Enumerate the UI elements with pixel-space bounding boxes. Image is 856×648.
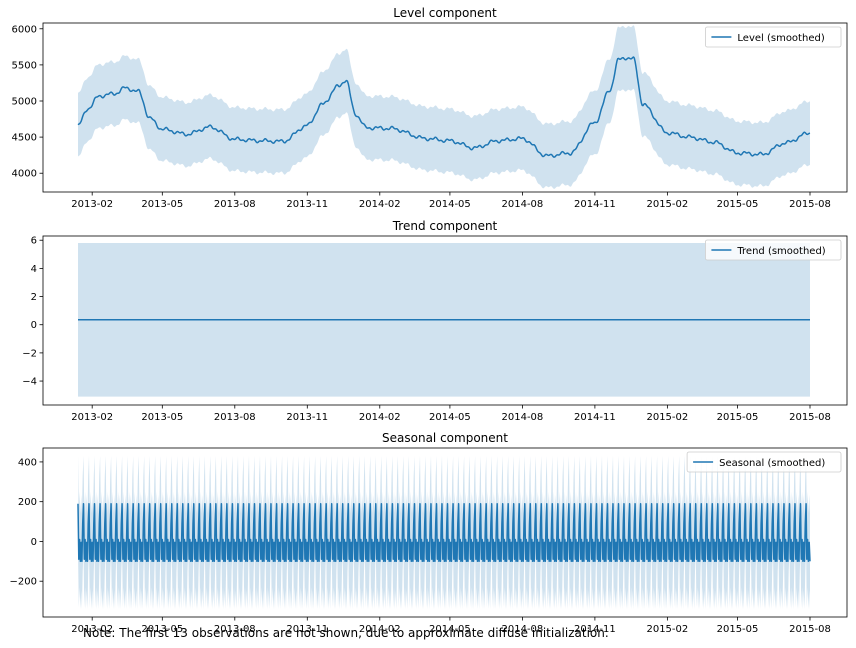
x-tick-label: 2015-02 [646, 624, 688, 635]
legend-box [705, 239, 842, 261]
series-line [77, 56, 811, 158]
x-tick-label: 2013-11 [286, 624, 328, 635]
x-tick-label: 2014-05 [429, 624, 471, 635]
x-tick-label: 2014-08 [502, 624, 544, 635]
x-tick-label: 2015-08 [789, 624, 831, 635]
panel-title: Trend component [392, 219, 498, 233]
y-tick-label: 4 [31, 264, 37, 275]
x-tick-label: 2013-08 [214, 199, 256, 210]
x-tick-label: 2014-08 [502, 199, 544, 210]
y-tick-label: 4500 [12, 133, 37, 144]
x-tick-label: 2014-05 [429, 199, 471, 210]
legend-label: Trend (smoothed) [736, 246, 825, 257]
x-tick-label: 2013-05 [141, 412, 183, 423]
legend-box [705, 26, 842, 48]
x-tick-label: 2014-08 [502, 412, 544, 423]
series-line [77, 502, 811, 563]
legend-label: Seasonal (smoothed) [719, 458, 825, 469]
y-tick-label: 6 [31, 236, 37, 247]
y-tick-label: 5500 [12, 60, 37, 71]
plot-area [78, 243, 810, 397]
panel-title: Level component [393, 6, 497, 20]
x-tick-label: 2013-08 [214, 624, 256, 635]
x-tick-label: 2015-05 [717, 624, 759, 635]
footnote: Note: The first 13 observations are not … [83, 626, 609, 640]
x-tick-label: 2013-02 [71, 412, 113, 423]
y-tick-label: −200 [10, 577, 37, 588]
confidence-band [78, 456, 810, 609]
x-tick-label: 2013-02 [71, 199, 113, 210]
x-tick-label: 2013-08 [214, 412, 256, 423]
x-tick-label: 2015-05 [717, 199, 759, 210]
legend-box [686, 451, 842, 473]
x-tick-label: 2014-02 [359, 624, 401, 635]
x-tick-label: 2013-05 [141, 199, 183, 210]
confidence-band [78, 25, 810, 189]
y-tick-label: 0 [31, 537, 37, 548]
x-tick-label: 2013-11 [286, 199, 328, 210]
y-tick-label: 2 [31, 292, 37, 303]
panel-3: 2013-02 2013-05 2013-08 2013-11 2014-02 2014-… [10, 431, 848, 635]
x-tick-label: 2013-05 [141, 624, 183, 635]
y-tick-label: 200 [18, 497, 37, 508]
x-tick-label: 2015-08 [789, 199, 831, 210]
legend-label: Level (smoothed) [737, 33, 824, 44]
x-tick-label: 2014-05 [429, 412, 471, 423]
panel-2: 2013-02 2013-05 2013-08 2013-11 2014-02 2014-… [22, 219, 848, 423]
x-tick-label: 2014-11 [574, 199, 616, 210]
x-tick-label: 2014-02 [359, 199, 401, 210]
panel-title: Seasonal component [382, 431, 508, 445]
y-tick-label: 4000 [12, 169, 37, 180]
x-tick-label: 2014-11 [574, 624, 616, 635]
x-tick-label: 2013-11 [286, 412, 328, 423]
panel-1: 2013-02 2013-05 2013-08 2013-11 2014-02 2014-… [12, 6, 848, 210]
y-tick-label: −2 [22, 348, 37, 359]
y-tick-label: 5000 [12, 97, 37, 108]
y-tick-label: 6000 [12, 24, 37, 35]
x-tick-label: 2015-05 [717, 412, 759, 423]
x-tick-label: 2015-02 [646, 199, 688, 210]
y-tick-label: −4 [22, 377, 37, 388]
axes-frame [42, 447, 848, 618]
x-tick-label: 2015-02 [646, 412, 688, 423]
x-tick-label: 2014-02 [359, 412, 401, 423]
plot-area [77, 456, 811, 609]
x-tick-label: 2014-11 [574, 412, 616, 423]
plot-area [77, 25, 811, 189]
axes-frame [42, 235, 848, 406]
y-tick-label: 400 [18, 457, 37, 468]
x-tick-label: 2015-08 [789, 412, 831, 423]
axes-frame [42, 22, 848, 193]
y-tick-label: 0 [31, 320, 37, 331]
x-tick-label: 2013-02 [71, 624, 113, 635]
